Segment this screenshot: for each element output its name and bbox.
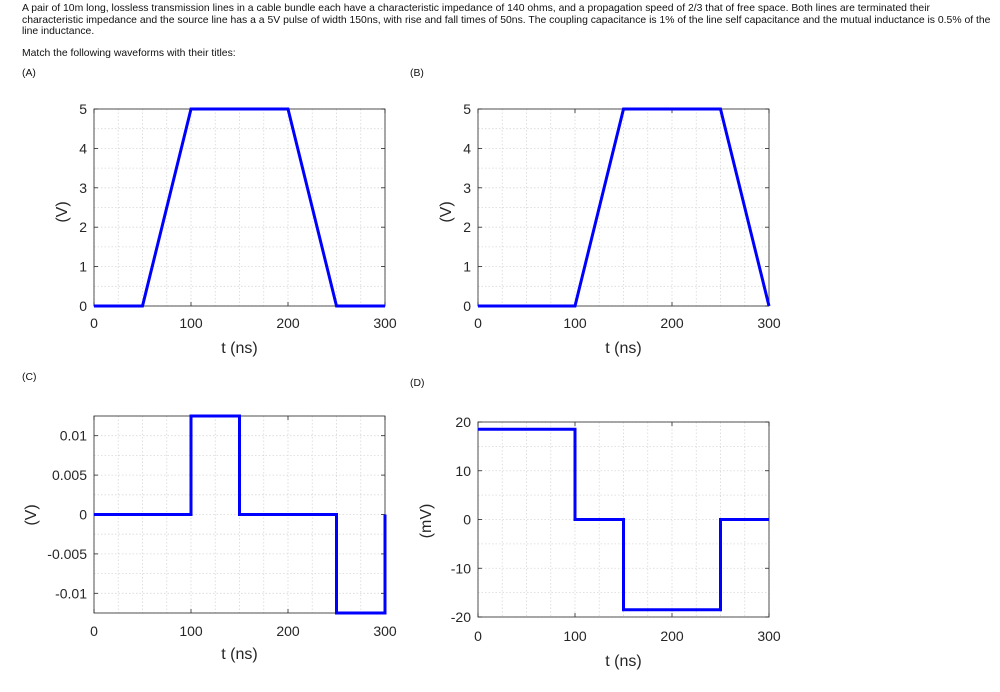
x-tick-label: 300 (757, 628, 781, 644)
y-tick-label: 5 (463, 101, 471, 117)
y-tick-label: 3 (463, 180, 471, 196)
y-tick-label: 5 (79, 101, 87, 117)
x-axis-label: t (ns) (221, 340, 257, 357)
waveform-trace (478, 107, 771, 308)
x-tick-label: 200 (660, 628, 684, 644)
x-axis-label: t (ns) (221, 646, 257, 663)
x-tick-label: 200 (276, 315, 300, 331)
x-tick-label: 200 (660, 315, 684, 331)
y-tick-label: 0 (79, 507, 87, 523)
y-tick-label: 4 (463, 140, 471, 156)
x-tick-label: 0 (90, 315, 98, 331)
y-tick-label: 0.01 (60, 428, 87, 444)
chart-panel-2: 0 100 200 300 0 1 2 3 4 5 t (ns) (V) (438, 101, 781, 357)
y-tick-label: 0 (463, 298, 471, 314)
y-tick-label: 10 (455, 463, 471, 479)
panel-label-d: (D) (410, 378, 425, 389)
y-tick-label: 2 (463, 219, 471, 235)
y-tick-label: -10 (451, 560, 471, 576)
y-tick-label: -0.01 (55, 585, 87, 601)
x-tick-label: 300 (373, 623, 397, 639)
y-tick-label: 0 (463, 512, 471, 528)
x-tick-label: 0 (90, 623, 98, 639)
y-axis-label: (mV) (418, 504, 435, 539)
x-tick-label: 300 (373, 315, 397, 331)
y-tick-label: 4 (79, 140, 87, 156)
x-tick-label: 0 (474, 315, 482, 331)
y-axis-label: (V) (438, 201, 455, 222)
y-tick-label: 0.005 (52, 467, 87, 483)
x-tick-label: 100 (563, 628, 587, 644)
panel-label-c: (C) (22, 372, 37, 383)
x-tick-label: 0 (474, 628, 482, 644)
problem-statement: A pair of 10m long, lossless transmissio… (22, 3, 991, 38)
y-tick-label: 1 (463, 259, 471, 275)
y-tick-label: 20 (455, 414, 471, 430)
x-tick-label: 200 (276, 623, 300, 639)
x-tick-label: 100 (563, 315, 587, 331)
y-tick-label: 1 (79, 259, 87, 275)
panel-label-a: (A) (22, 68, 36, 79)
y-tick-label: -20 (451, 609, 471, 625)
y-tick-label: 0 (79, 298, 87, 314)
chart-panel-1: 0 100 200 300 0 1 2 3 4 5 t (ns) (V) (54, 101, 397, 357)
y-axis-label: (V) (23, 504, 40, 525)
x-tick-label: 300 (757, 315, 781, 331)
y-tick-label: 2 (79, 219, 87, 235)
waveform-trace (94, 107, 385, 308)
y-tick-label: 3 (79, 180, 87, 196)
x-axis-label: t (ns) (605, 340, 641, 357)
x-tick-label: 100 (179, 623, 203, 639)
x-axis-label: t (ns) (605, 653, 641, 670)
y-tick-label: -0.005 (47, 546, 87, 562)
panel-label-b: (B) (410, 68, 424, 79)
waveform-trace (478, 427, 769, 612)
waveform-trace (94, 414, 387, 615)
x-tick-label: 100 (179, 315, 203, 331)
chart-panel-3: 0 100 200 300 0.01 0.005 0 -0.005 -0.01 t (ns) (V) (23, 414, 397, 663)
y-axis-label: (V) (54, 201, 71, 222)
instruction-text: Match the following waveforms with their… (22, 48, 236, 59)
